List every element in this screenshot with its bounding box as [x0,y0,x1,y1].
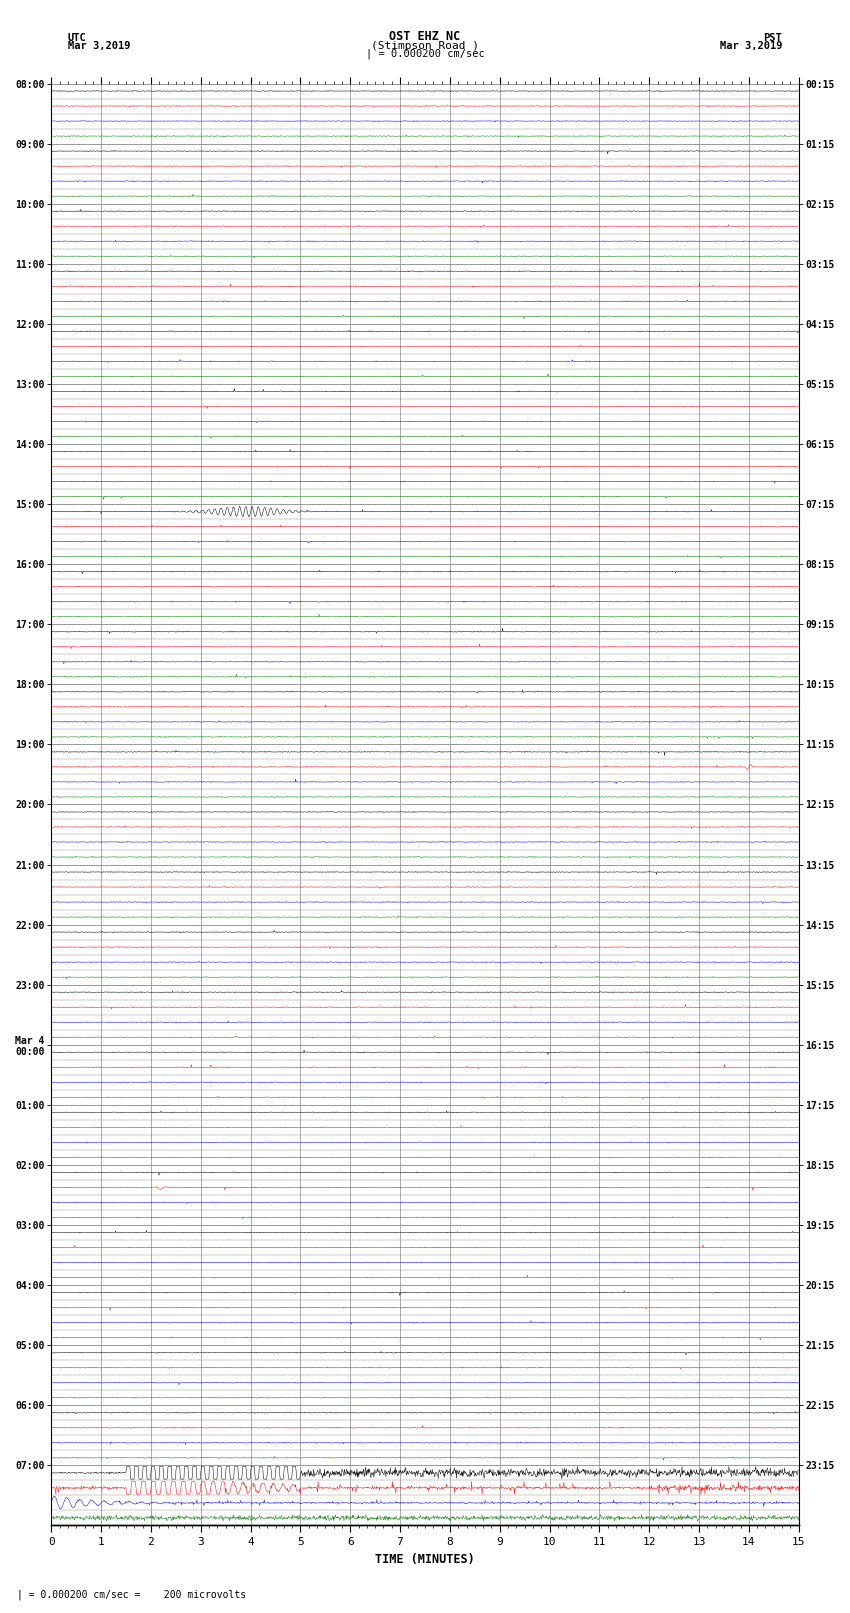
Text: Mar 3,2019: Mar 3,2019 [68,40,131,50]
Text: (Stimpson Road ): (Stimpson Road ) [371,40,479,50]
Text: UTC: UTC [68,32,87,44]
Text: PST: PST [763,32,782,44]
X-axis label: TIME (MINUTES): TIME (MINUTES) [375,1553,475,1566]
Text: | = 0.000200 cm/sec: | = 0.000200 cm/sec [366,48,484,58]
Text: | = 0.000200 cm/sec =    200 microvolts: | = 0.000200 cm/sec = 200 microvolts [17,1589,246,1600]
Text: Mar 3,2019: Mar 3,2019 [719,40,782,50]
Text: OST EHZ NC: OST EHZ NC [389,29,461,44]
